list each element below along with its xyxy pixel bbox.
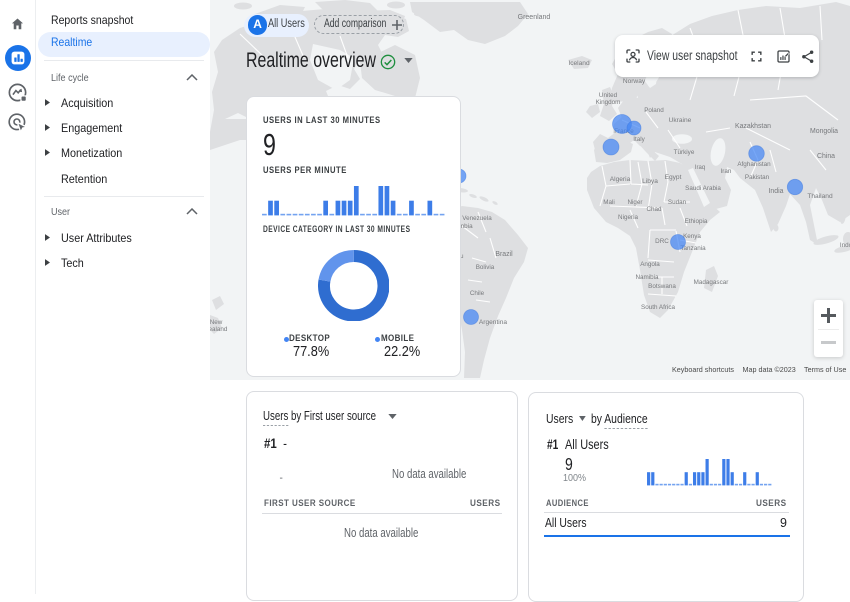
svg-text:United: United <box>599 92 618 99</box>
svg-text:Mali: Mali <box>603 199 615 206</box>
svg-text:South Africa: South Africa <box>641 304 675 311</box>
svg-text:India: India <box>769 188 784 195</box>
svg-text:Kazakhstan: Kazakhstan <box>735 123 771 130</box>
svg-text:Pakistan: Pakistan <box>745 174 770 181</box>
svg-text:Iran: Iran <box>721 168 732 175</box>
svg-text:Egypt: Egypt <box>665 174 682 181</box>
svg-text:Thailand: Thailand <box>807 193 833 200</box>
svg-text:Venezuela: Venezuela <box>462 215 492 222</box>
svg-text:Madagascar: Madagascar <box>694 279 729 286</box>
svg-text:Greenland: Greenland <box>518 14 551 21</box>
svg-text:Brazil: Brazil <box>495 251 513 258</box>
svg-text:Niger: Niger <box>627 199 642 206</box>
svg-text:Nigeria: Nigeria <box>618 214 638 221</box>
svg-text:Bolivia: Bolivia <box>476 264 495 271</box>
svg-text:Algeria: Algeria <box>610 176 631 183</box>
svg-text:Chile: Chile <box>470 290 485 297</box>
svg-text:Tanzania: Tanzania <box>680 245 706 252</box>
svg-text:Libya: Libya <box>642 178 658 185</box>
svg-text:Sudan: Sudan <box>668 199 687 206</box>
svg-text:Kingdom: Kingdom <box>596 99 621 106</box>
svg-text:Türkiye: Türkiye <box>674 149 695 156</box>
svg-text:China: China <box>817 153 835 160</box>
svg-text:Kenya: Kenya <box>683 233 701 240</box>
svg-text:Angola: Angola <box>640 261 660 268</box>
svg-text:Argentina: Argentina <box>479 319 508 326</box>
svg-text:Chad: Chad <box>646 206 662 213</box>
svg-text:Poland: Poland <box>644 107 664 114</box>
svg-text:Namibia: Namibia <box>635 274 659 281</box>
svg-text:Iraq: Iraq <box>695 165 705 171</box>
svg-text:Ukraine: Ukraine <box>669 117 692 124</box>
svg-text:Botswana: Botswana <box>648 283 676 290</box>
svg-text:DRC: DRC <box>655 238 669 245</box>
svg-text:Italy: Italy <box>633 136 645 143</box>
svg-text:Afghanistan: Afghanistan <box>737 161 771 168</box>
svg-text:Norway: Norway <box>623 78 646 85</box>
svg-text:Zealand: Zealand <box>210 326 228 333</box>
svg-text:Saudi Arabia: Saudi Arabia <box>685 185 721 192</box>
svg-text:New: New <box>210 319 223 326</box>
svg-text:Ethiopia: Ethiopia <box>685 218 708 225</box>
svg-text:Iceland: Iceland <box>568 60 590 67</box>
svg-text:ombia: ombia <box>455 223 473 230</box>
svg-text:Indo: Indo <box>840 242 850 249</box>
svg-text:Mongolia: Mongolia <box>810 128 838 135</box>
